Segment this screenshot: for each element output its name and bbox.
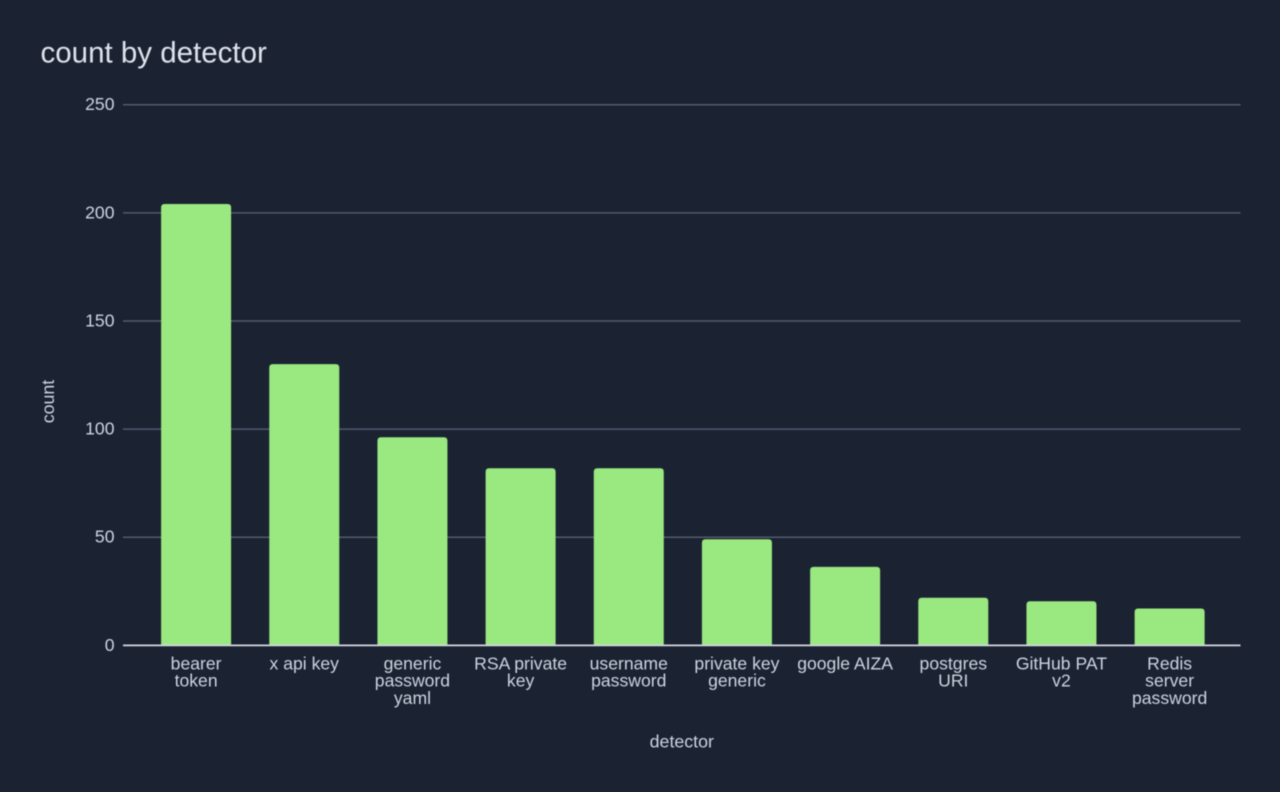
svg-text:count by detector: count by detector (41, 37, 267, 70)
svg-text:250: 250 (85, 94, 115, 114)
svg-text:generic: generic (708, 671, 766, 691)
svg-text:v2: v2 (1052, 671, 1071, 691)
svg-text:RSA private: RSA private (474, 653, 567, 673)
svg-text:100: 100 (85, 419, 115, 439)
svg-text:count: count (38, 380, 58, 424)
svg-text:username: username (590, 653, 668, 673)
svg-text:postgres: postgres (920, 653, 988, 673)
svg-text:generic: generic (384, 653, 442, 673)
svg-text:yaml: yaml (394, 688, 431, 708)
svg-text:password: password (591, 671, 666, 691)
svg-text:server: server (1145, 671, 1194, 691)
svg-text:x api key: x api key (270, 653, 340, 673)
svg-text:200: 200 (85, 202, 115, 222)
svg-text:key: key (507, 671, 535, 691)
svg-text:password: password (375, 671, 450, 691)
svg-text:0: 0 (105, 635, 115, 655)
svg-text:detector: detector (650, 732, 714, 752)
svg-text:50: 50 (95, 527, 115, 547)
svg-text:Redis: Redis (1147, 653, 1192, 673)
svg-text:bearer: bearer (171, 653, 222, 673)
svg-text:token: token (175, 671, 218, 691)
svg-text:URI: URI (938, 671, 968, 691)
svg-text:private key: private key (694, 653, 779, 673)
svg-text:GitHub PAT: GitHub PAT (1016, 653, 1108, 673)
svg-text:150: 150 (85, 310, 115, 330)
svg-text:google AIZA: google AIZA (797, 653, 893, 673)
svg-text:password: password (1132, 688, 1207, 708)
